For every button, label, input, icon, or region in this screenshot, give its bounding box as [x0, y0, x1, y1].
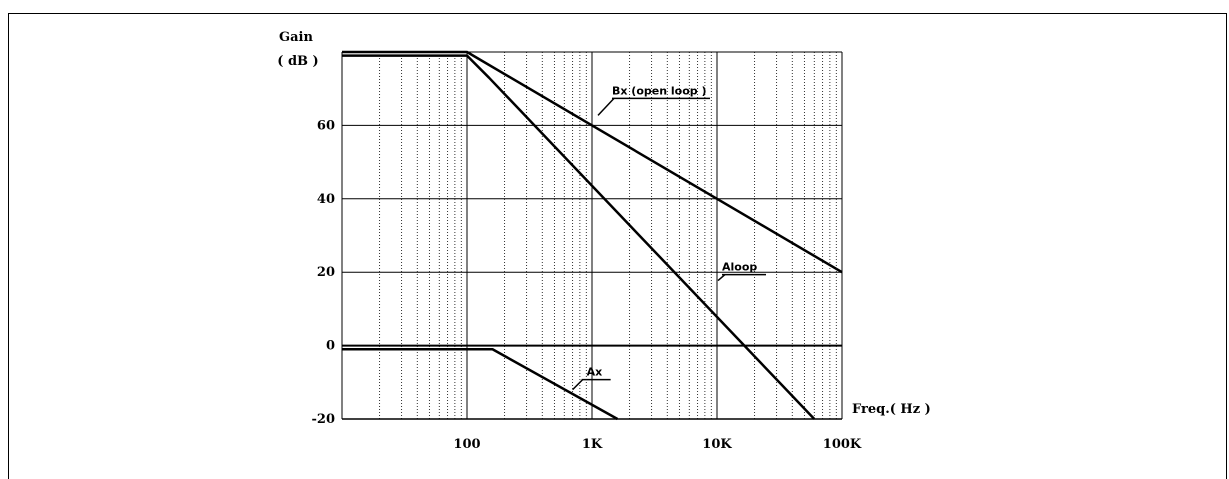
- x-tick-label: 10K: [702, 437, 732, 452]
- series-line-bx-open-loop: [342, 50, 843, 274]
- annotation-arrow: [717, 274, 726, 282]
- annotation-label: Aloop: [722, 261, 757, 274]
- annotation-label: Bx (open loop ): [612, 84, 707, 97]
- annotation-arrow: [597, 97, 615, 116]
- y-tick-label: 40: [317, 192, 335, 207]
- x-tick-label: 1K: [582, 437, 603, 452]
- grid: [342, 51, 843, 419]
- labels: 60 40 20 0 -20 100 1K 10K 100K Gain ( dB ) Freq.( H…: [277, 30, 930, 452]
- series-line-aloop: [342, 54, 816, 420]
- y-tick-label: 20: [317, 265, 335, 280]
- series: [342, 50, 843, 421]
- x-tick-label: 100: [453, 437, 480, 452]
- y-axis-label-line2: ( dB ): [277, 54, 318, 69]
- axes: [341, 52, 843, 420]
- y-tick-label: 60: [317, 118, 335, 133]
- x-tick-label: 100K: [823, 437, 862, 452]
- y-tick-label: -20: [312, 412, 336, 427]
- annotation-label: Ax: [587, 366, 603, 379]
- series-line-ax: [342, 348, 619, 421]
- y-axis-label-line1: Gain: [279, 30, 313, 45]
- x-axis-label: Freq.( Hz ): [852, 402, 931, 417]
- annotation-arrow: [572, 379, 584, 391]
- y-tick-label: 0: [326, 339, 335, 354]
- figure-frame: [8, 13, 1227, 479]
